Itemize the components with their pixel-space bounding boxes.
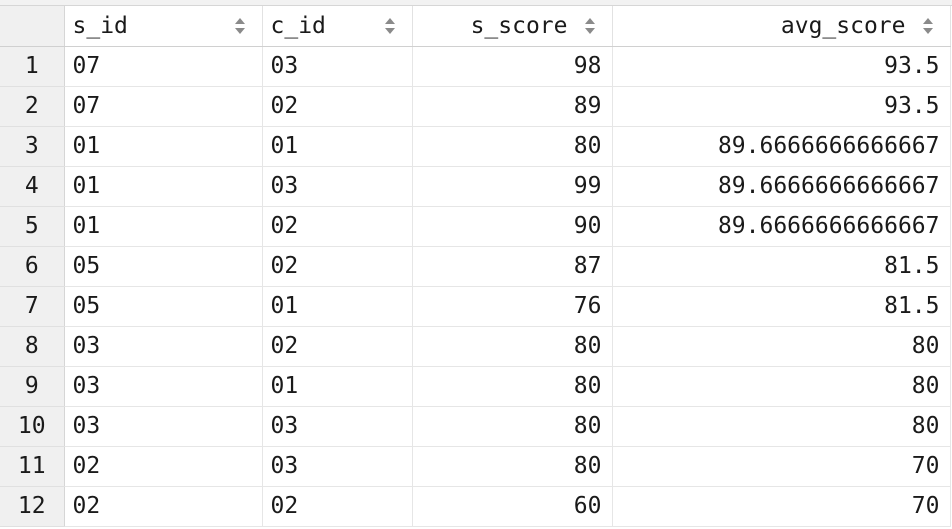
cell-c-id[interactable]: 03 — [262, 166, 413, 207]
table-row[interactable]: 10 03 03 80 80 — [0, 406, 951, 447]
cell-s-id[interactable]: 01 — [64, 166, 263, 207]
table-row[interactable]: 1 07 03 98 93.5 — [0, 46, 951, 87]
cell-s-score[interactable]: 90 — [412, 206, 613, 247]
cell-avg-score[interactable]: 80 — [612, 366, 951, 407]
column-header-s-id[interactable]: s_id — [64, 6, 263, 47]
row-number: 1 — [0, 46, 65, 87]
toolbar-strip — [0, 0, 952, 6]
table-header: s_id c_id s_score avg_score — [0, 6, 951, 47]
cell-avg-score[interactable]: 81.5 — [612, 286, 951, 327]
cell-s-score[interactable]: 98 — [412, 46, 613, 87]
cell-avg-score[interactable]: 89.6666666666667 — [612, 166, 951, 207]
cell-c-id[interactable]: 02 — [262, 206, 413, 247]
cell-s-id[interactable]: 02 — [64, 446, 263, 487]
cell-s-score[interactable]: 60 — [412, 486, 613, 527]
column-header-label: s_score — [470, 12, 568, 39]
cell-s-id[interactable]: 01 — [64, 206, 263, 247]
row-number: 4 — [0, 166, 65, 207]
table-row[interactable]: 5 01 02 90 89.6666666666667 — [0, 206, 951, 247]
header-row: s_id c_id s_score avg_score — [0, 6, 951, 47]
cell-avg-score[interactable]: 89.6666666666667 — [612, 206, 951, 247]
row-number: 8 — [0, 326, 65, 367]
cell-c-id[interactable]: 03 — [262, 406, 413, 447]
table-row[interactable]: 11 02 03 80 70 — [0, 446, 951, 487]
cell-c-id[interactable]: 02 — [262, 86, 413, 127]
cell-s-score[interactable]: 89 — [412, 86, 613, 127]
cell-avg-score[interactable]: 80 — [612, 326, 951, 367]
cell-avg-score[interactable]: 81.5 — [612, 246, 951, 287]
table-row[interactable]: 2 07 02 89 93.5 — [0, 86, 951, 127]
column-header-label: avg_score — [780, 12, 906, 39]
cell-s-score[interactable]: 80 — [412, 126, 613, 167]
cell-avg-score[interactable]: 93.5 — [612, 46, 951, 87]
row-number: 6 — [0, 246, 65, 287]
cell-avg-score[interactable]: 70 — [612, 446, 951, 487]
sort-icon[interactable] — [234, 16, 246, 36]
table-row[interactable]: 12 02 02 60 70 — [0, 486, 951, 527]
row-number: 2 — [0, 86, 65, 127]
cell-s-score[interactable]: 80 — [412, 366, 613, 407]
sort-icon[interactable] — [384, 16, 396, 36]
cell-s-score[interactable]: 99 — [412, 166, 613, 207]
cell-s-score[interactable]: 80 — [412, 446, 613, 487]
row-number: 11 — [0, 446, 65, 487]
cell-avg-score[interactable]: 93.5 — [612, 86, 951, 127]
cell-c-id[interactable]: 02 — [262, 486, 413, 527]
row-number: 9 — [0, 366, 65, 407]
table-row[interactable]: 3 01 01 80 89.6666666666667 — [0, 126, 951, 167]
table-row[interactable]: 4 01 03 99 89.6666666666667 — [0, 166, 951, 207]
row-number: 5 — [0, 206, 65, 247]
cell-s-score[interactable]: 87 — [412, 246, 613, 287]
cell-s-id[interactable]: 07 — [64, 46, 263, 87]
cell-c-id[interactable]: 02 — [262, 326, 413, 367]
cell-s-id[interactable]: 07 — [64, 86, 263, 127]
cell-s-id[interactable]: 05 — [64, 246, 263, 287]
cell-s-id[interactable]: 03 — [64, 326, 263, 367]
table-row[interactable]: 9 03 01 80 80 — [0, 366, 951, 407]
cell-avg-score[interactable]: 89.6666666666667 — [612, 126, 951, 167]
cell-avg-score[interactable]: 80 — [612, 406, 951, 447]
cell-c-id[interactable]: 01 — [262, 366, 413, 407]
column-header-avg-score[interactable]: avg_score — [612, 6, 951, 47]
row-number: 12 — [0, 486, 65, 527]
cell-c-id[interactable]: 03 — [262, 446, 413, 487]
table-row[interactable]: 8 03 02 80 80 — [0, 326, 951, 367]
column-header-s-score[interactable]: s_score — [412, 6, 613, 47]
cell-s-id[interactable]: 02 — [64, 486, 263, 527]
cell-avg-score[interactable]: 70 — [612, 486, 951, 527]
cell-c-id[interactable]: 03 — [262, 46, 413, 87]
cell-c-id[interactable]: 01 — [262, 286, 413, 327]
table-row[interactable]: 6 05 02 87 81.5 — [0, 246, 951, 287]
column-header-c-id[interactable]: c_id — [262, 6, 413, 47]
sort-icon[interactable] — [922, 16, 934, 36]
cell-s-score[interactable]: 80 — [412, 326, 613, 367]
results-table: s_id c_id s_score avg_score 1 07 03 98 93.5 2… — [0, 6, 951, 527]
row-number: 3 — [0, 126, 65, 167]
cell-c-id[interactable]: 02 — [262, 246, 413, 287]
sort-icon[interactable] — [584, 16, 596, 36]
row-number-header — [0, 6, 65, 47]
row-number: 10 — [0, 406, 65, 447]
cell-s-id[interactable]: 03 — [64, 366, 263, 407]
table-body: 1 07 03 98 93.5 2 07 02 89 93.5 3 01 01 80 89.66666666… — [0, 46, 951, 527]
row-number: 7 — [0, 286, 65, 327]
column-header-label: c_id — [270, 12, 326, 39]
cell-s-score[interactable]: 76 — [412, 286, 613, 327]
cell-c-id[interactable]: 01 — [262, 126, 413, 167]
cell-s-id[interactable]: 01 — [64, 126, 263, 167]
column-header-label: s_id — [72, 12, 128, 39]
cell-s-id[interactable]: 03 — [64, 406, 263, 447]
cell-s-score[interactable]: 80 — [412, 406, 613, 447]
cell-s-id[interactable]: 05 — [64, 286, 263, 327]
table-row[interactable]: 7 05 01 76 81.5 — [0, 286, 951, 327]
